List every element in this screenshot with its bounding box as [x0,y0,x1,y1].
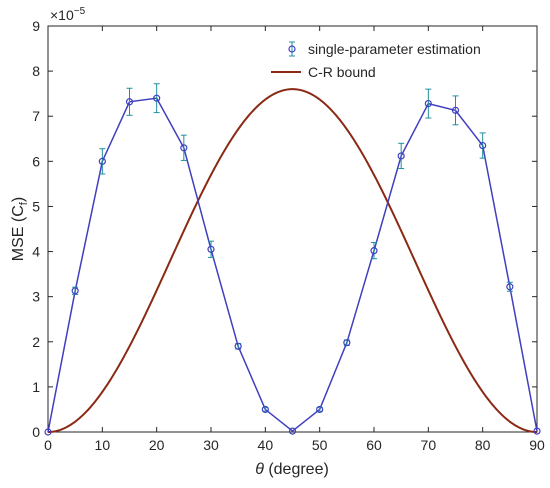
y-tick-label: 7 [32,108,40,124]
data-point [98,157,106,165]
y-tick-label: 3 [32,289,40,305]
data-point [451,106,460,114]
x-tick-label: 60 [366,437,382,453]
x-tick-label: 10 [95,437,111,453]
y-tick-label: 2 [32,334,40,350]
x-tick-label: 30 [203,437,219,453]
x-tick-label: 70 [421,437,437,453]
cr-bound-series [47,88,538,433]
data-point [288,427,297,435]
y-tick-label: 6 [32,153,40,169]
data-point [153,94,161,102]
y-exponent: ×10−5 [50,6,86,23]
x-tick-label: 90 [529,437,545,453]
y-tick-label: 1 [32,379,40,395]
x-axis-label: θ (degree) [255,461,329,478]
cr-bound-line [47,88,538,433]
data-point [125,98,134,106]
y-axis-label: MSE (Cf) [10,197,30,261]
x-tick-label: 50 [312,437,328,453]
x-tick-label: 20 [149,437,165,453]
data-point [479,141,487,150]
data-point [533,427,541,435]
x-tick-label: 0 [44,437,52,453]
plot-area [47,25,538,433]
y-exponent-power: −5 [74,6,86,17]
data-point [44,428,52,436]
estimation-series [44,83,541,436]
legend-circle-marker-icon [288,45,296,53]
data-point [343,339,351,347]
data-point [424,99,432,108]
x-tick-label: 80 [475,437,491,453]
legend-label-estimation: single-parameter estimation [308,41,481,57]
data-point [316,405,324,414]
data-point [71,287,79,295]
y-tick-labels: 0 1 2 3 4 5 6 7 8 9 [32,18,40,440]
data-point [180,144,188,152]
data-point [397,152,405,160]
x-tick-label: 40 [258,437,274,453]
y-tick-label: 4 [32,244,40,260]
data-point [370,247,378,255]
x-tick-labels: 0 10 20 30 40 50 60 70 80 90 [44,437,545,453]
y-tick-label: 5 [32,198,40,214]
data-point [506,283,514,291]
data-point [261,405,269,414]
y-tick-label: 0 [32,424,40,440]
legend-label-cr-bound: C-R bound [308,64,376,80]
data-point [207,245,215,253]
y-tick-label: 8 [32,63,40,79]
legend: single-parameter estimation C-R bound [271,41,481,80]
data-point [234,342,242,350]
y-tick-label: 9 [32,18,40,34]
